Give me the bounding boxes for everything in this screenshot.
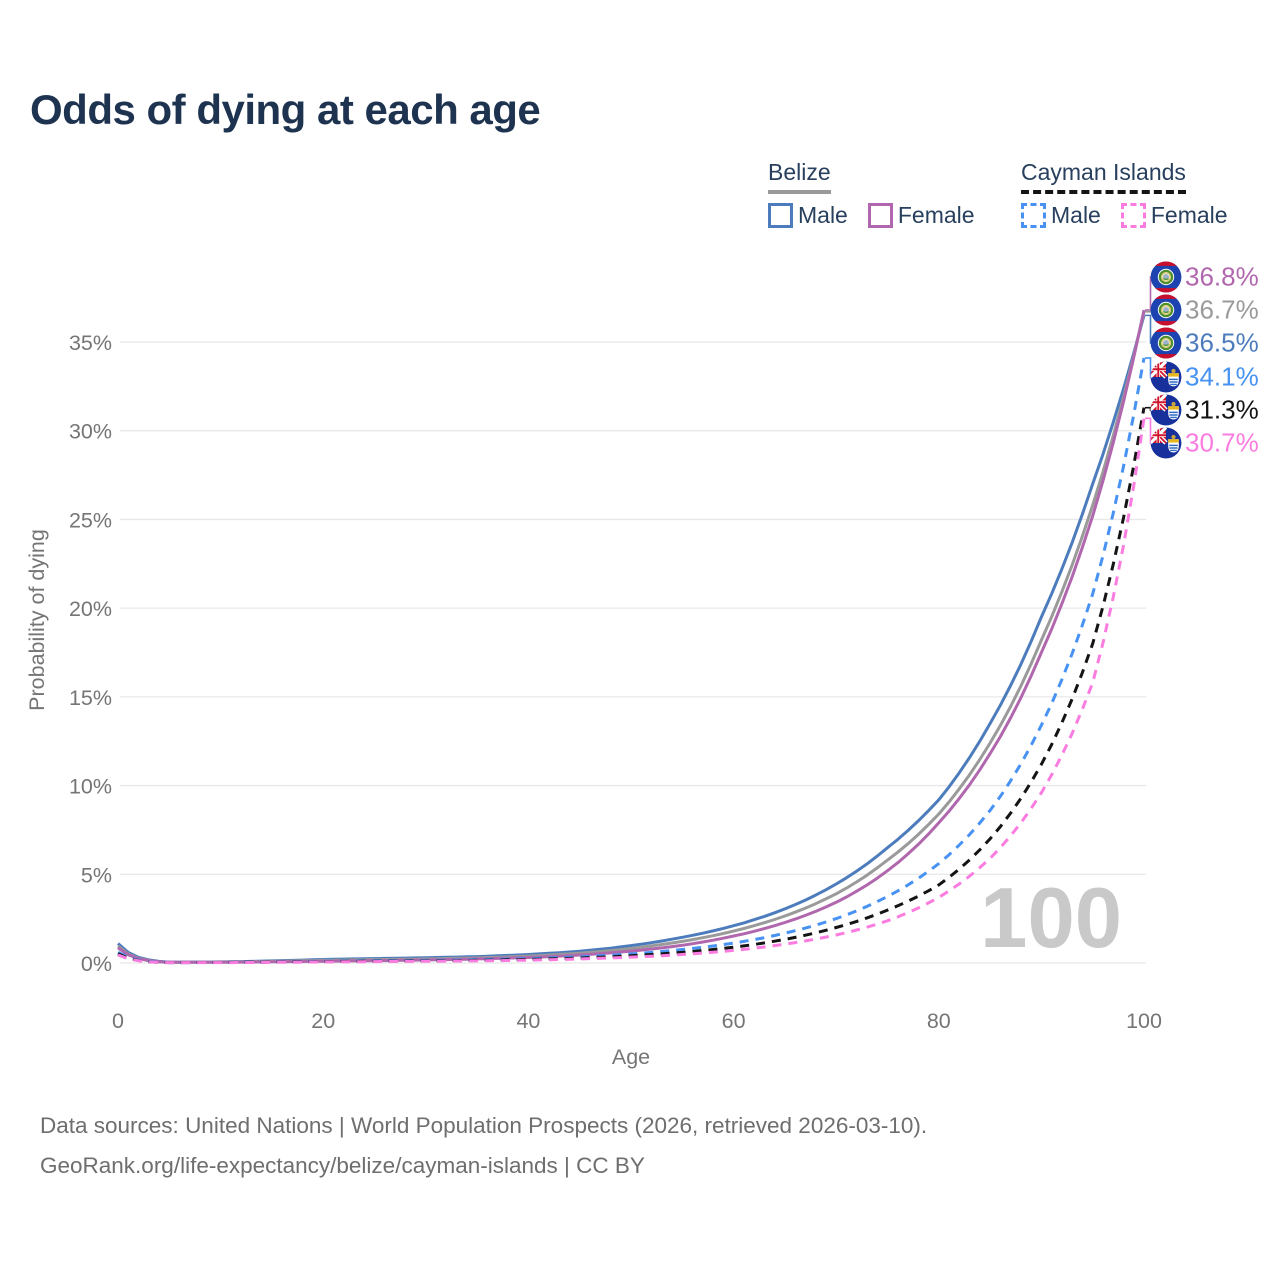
series-line-belize-female[interactable] xyxy=(117,309,1146,964)
series-line-belize-male[interactable] xyxy=(117,315,1146,964)
legend-swatch-cayman-female[interactable] xyxy=(1120,202,1146,228)
y-tick-label: 5% xyxy=(81,863,112,887)
x-axis-title: Age xyxy=(612,1045,650,1069)
end-value-label: 36.7% xyxy=(1185,295,1259,325)
end-value-label: 36.8% xyxy=(1185,262,1259,292)
x-tick-label: 20 xyxy=(311,1009,335,1033)
cayman-islands-flag-icon xyxy=(1150,427,1182,459)
footer-data-sources: Data sources: United Nations | World Pop… xyxy=(40,1113,928,1138)
legend-item-cayman-female[interactable]: Female xyxy=(1150,201,1228,228)
y-tick-label: 20% xyxy=(69,597,112,621)
end-value-label: 31.3% xyxy=(1185,395,1259,425)
y-tick-label: 30% xyxy=(69,420,112,444)
end-value-label: 30.7% xyxy=(1185,428,1259,458)
belize-flag-icon xyxy=(1150,294,1182,326)
x-tick-label: 80 xyxy=(927,1009,951,1033)
y-tick-label: 0% xyxy=(81,952,112,976)
legend-item-cayman-male[interactable]: Male xyxy=(1051,201,1101,228)
y-tick-label: 25% xyxy=(69,508,112,532)
footer: Data sources: United Nations | World Pop… xyxy=(40,1106,927,1186)
series-line-cayman-islands-female[interactable] xyxy=(117,418,1146,965)
x-tick-label: 40 xyxy=(516,1009,540,1033)
x-tick-label: 100 xyxy=(1126,1009,1162,1033)
leader-line xyxy=(1145,314,1152,344)
legend-item-belize-male[interactable]: Male xyxy=(798,201,848,228)
legend-swatch-belize-female[interactable] xyxy=(867,202,893,228)
series-line-cayman-islands-male[interactable] xyxy=(117,357,1146,964)
y-axis-title: Probability of dying xyxy=(25,529,49,711)
end-value-label: 34.1% xyxy=(1185,362,1259,392)
legend-item-belize-female[interactable]: Female xyxy=(897,201,975,228)
legend-group-belize: Belize Male Female xyxy=(768,159,995,228)
y-tick-label: 10% xyxy=(69,775,112,799)
leader-line xyxy=(1145,276,1152,311)
x-tick-label: 60 xyxy=(722,1009,746,1033)
legend-heading-cayman-islands: Cayman Islands xyxy=(1021,159,1186,195)
legend-swatch-belize-male[interactable] xyxy=(768,202,793,228)
legend-heading-belize: Belize xyxy=(768,159,831,195)
belize-flag-icon xyxy=(1150,261,1182,293)
page-title: Odds of dying at each age xyxy=(30,86,541,133)
y-tick-label: 15% xyxy=(69,686,112,710)
legend-swatch-cayman-male[interactable] xyxy=(1021,202,1046,228)
cayman-islands-flag-icon xyxy=(1150,394,1182,426)
belize-flag-icon xyxy=(1150,327,1182,359)
x-tick-label: 0 xyxy=(112,1009,124,1033)
cayman-islands-flag-icon xyxy=(1150,361,1182,393)
age-watermark: 100 xyxy=(980,871,1122,966)
series-line-belize-both-sexes[interactable] xyxy=(117,311,1146,964)
legend-group-cayman-islands: Cayman Islands Male Female xyxy=(1021,159,1248,228)
footer-attribution: GeoRank.org/life-expectancy/belize/cayma… xyxy=(40,1153,645,1178)
y-tick-label: 35% xyxy=(69,331,112,355)
end-value-label: 36.5% xyxy=(1185,328,1259,358)
